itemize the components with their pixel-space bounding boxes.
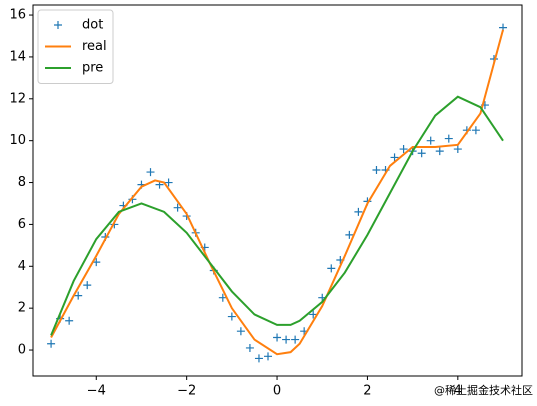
x-tick-label: 2 xyxy=(363,384,371,399)
y-tick-label: 4 xyxy=(18,259,26,274)
dot-marker xyxy=(399,145,408,154)
dot-marker xyxy=(173,203,182,212)
dot-marker xyxy=(282,335,291,344)
dot-marker xyxy=(354,207,363,216)
legend-box xyxy=(37,9,114,84)
y-tick-label: 8 xyxy=(18,175,26,190)
dot-marker xyxy=(254,354,263,363)
y-tick-label: 12 xyxy=(9,91,26,106)
dot-marker xyxy=(245,343,254,352)
dot-marker xyxy=(444,134,453,143)
dot-marker xyxy=(146,168,155,177)
y-tick-label: 0 xyxy=(18,343,26,358)
dot-marker xyxy=(327,264,336,273)
series-line xyxy=(50,29,504,356)
dot-marker xyxy=(435,147,444,156)
dot-marker xyxy=(390,153,399,162)
y-tick-label: 10 xyxy=(9,133,26,148)
dot-marker xyxy=(426,136,435,145)
legend-label: real xyxy=(82,39,107,54)
dot-marker xyxy=(345,230,354,239)
x-tick-label: 4 xyxy=(454,384,462,399)
series-line xyxy=(50,95,504,336)
dot-marker xyxy=(309,310,318,319)
legend-marker xyxy=(54,21,62,29)
legend-label: pre xyxy=(82,61,103,76)
dot-marker xyxy=(65,316,74,325)
y-tick-label: 2 xyxy=(18,301,26,316)
dot-marker xyxy=(264,352,273,361)
dot-marker xyxy=(74,291,83,300)
dot-marker xyxy=(372,165,381,174)
x-tick-label: 0 xyxy=(273,384,281,399)
dot-marker xyxy=(417,149,426,158)
dot-marker xyxy=(218,293,227,302)
dot-marker xyxy=(471,126,480,135)
dot-marker xyxy=(236,327,245,336)
y-tick-label: 6 xyxy=(18,217,26,232)
dot-marker xyxy=(273,333,282,342)
x-tick-label: −2 xyxy=(177,384,196,399)
x-tick-label: −4 xyxy=(87,384,106,399)
dot-marker xyxy=(164,178,173,187)
axes-frame xyxy=(32,4,523,377)
y-tick-label: 14 xyxy=(9,49,26,64)
y-tick-label: 16 xyxy=(9,8,26,23)
dot-marker xyxy=(83,281,92,290)
legend-label: dot xyxy=(82,18,103,33)
dot-marker xyxy=(453,145,462,154)
dot-marker xyxy=(291,335,300,344)
dot-marker xyxy=(47,339,56,348)
dot-marker xyxy=(227,312,236,321)
watermark: @稀土掘金技术社区 xyxy=(434,383,533,397)
